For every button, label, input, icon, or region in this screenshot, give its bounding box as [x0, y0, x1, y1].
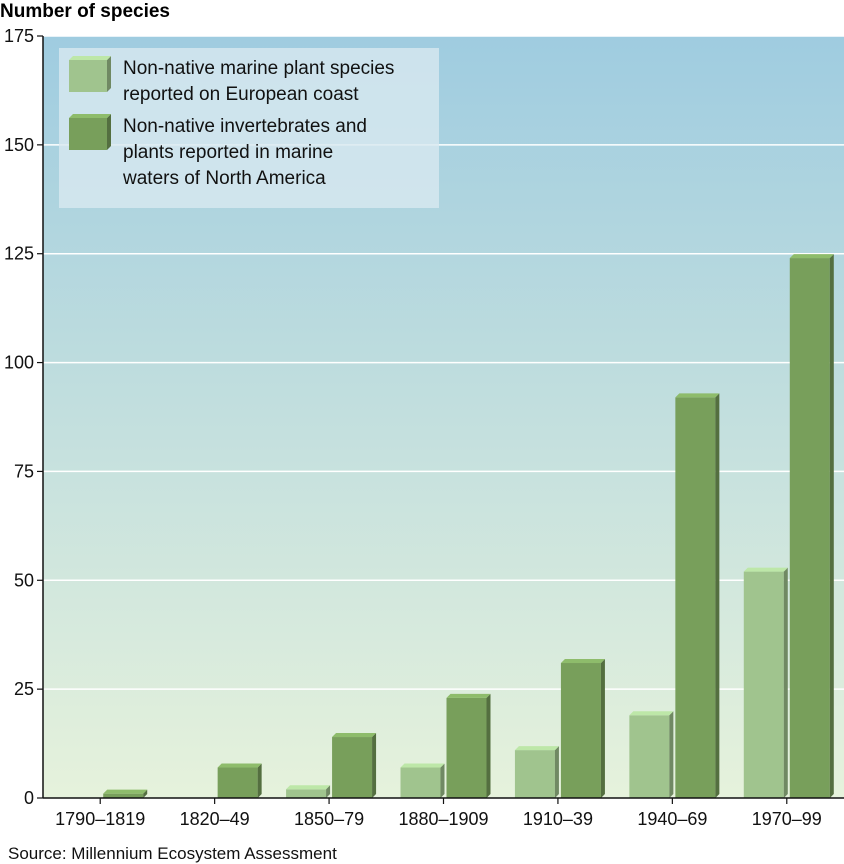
bar [217, 767, 258, 798]
bar-side [600, 659, 605, 798]
bar-top [446, 693, 491, 698]
bar-side [669, 711, 674, 798]
bar-side [829, 254, 834, 798]
bar-top [514, 746, 559, 751]
legend-swatch [69, 118, 107, 150]
bar-side [715, 393, 720, 798]
y-tick-label: 175 [4, 26, 34, 46]
legend-label: reported on European coast [123, 84, 359, 105]
y-tick-label: 25 [14, 679, 34, 699]
legend-swatch-side [107, 56, 111, 92]
bar [446, 697, 487, 798]
gridlines [43, 35, 844, 690]
y-tick-label: 75 [14, 461, 34, 481]
legend-label: Non-native invertebrates and [123, 116, 367, 137]
bar [332, 737, 373, 798]
y-tick-label: 0 [24, 788, 34, 808]
legend-swatch [69, 60, 107, 92]
x-tick-label: 1910–39 [523, 809, 593, 829]
bar [675, 397, 716, 798]
legend-box [59, 48, 439, 208]
legend: Non-native marine plant species reported … [59, 48, 439, 208]
bar-top [675, 393, 720, 398]
bar-top [560, 659, 605, 664]
bar [286, 789, 327, 798]
y-tick-label: 125 [4, 244, 34, 264]
legend-label: plants reported in marine [123, 142, 333, 163]
bar [629, 715, 670, 798]
bar-side [440, 763, 445, 798]
x-tick-label: 1940–69 [637, 809, 707, 829]
bar-top [789, 254, 834, 259]
bar-side [326, 785, 331, 798]
bar [400, 767, 441, 798]
source-note: Source: Millennium Ecosystem Assessment [8, 844, 337, 863]
bar-side [257, 763, 262, 798]
bar-side [783, 567, 788, 798]
bar [514, 750, 555, 798]
bar [743, 571, 784, 798]
bar [789, 258, 830, 798]
x-tick-label: 1970–99 [752, 809, 822, 829]
bar-side [554, 746, 559, 798]
legend-swatch-top [69, 56, 111, 60]
bar-top [743, 567, 788, 572]
bar-top [332, 733, 377, 738]
x-tick-label: 1820–49 [180, 809, 250, 829]
bar [560, 663, 601, 798]
bar-top [103, 789, 148, 794]
y-axis-title: Number of species [0, 1, 170, 22]
y-tick-label: 150 [4, 135, 34, 155]
y-tick-label: 100 [4, 353, 34, 373]
x-tick-label: 1880–1909 [398, 809, 488, 829]
bar-side [486, 693, 491, 798]
x-tick-label: 1790–1819 [55, 809, 145, 829]
bars [103, 254, 834, 798]
bar-top [286, 785, 331, 790]
bar-top [217, 763, 262, 768]
legend-label: Non-native marine plant species [123, 58, 394, 79]
bar-top [400, 763, 445, 768]
y-tick-label: 50 [14, 570, 34, 590]
legend-swatch-side [107, 114, 111, 150]
bar-side [143, 789, 148, 798]
bar-side [372, 733, 377, 798]
axes: 0 25 50 75 100 125 150 175 1790–1819 1820–49 1850–… [4, 26, 844, 829]
legend-label: waters of North America [122, 168, 326, 189]
legend-swatch-top [69, 114, 111, 118]
bar-top [629, 711, 674, 716]
bar [103, 793, 144, 798]
x-tick-label: 1850–79 [294, 809, 364, 829]
